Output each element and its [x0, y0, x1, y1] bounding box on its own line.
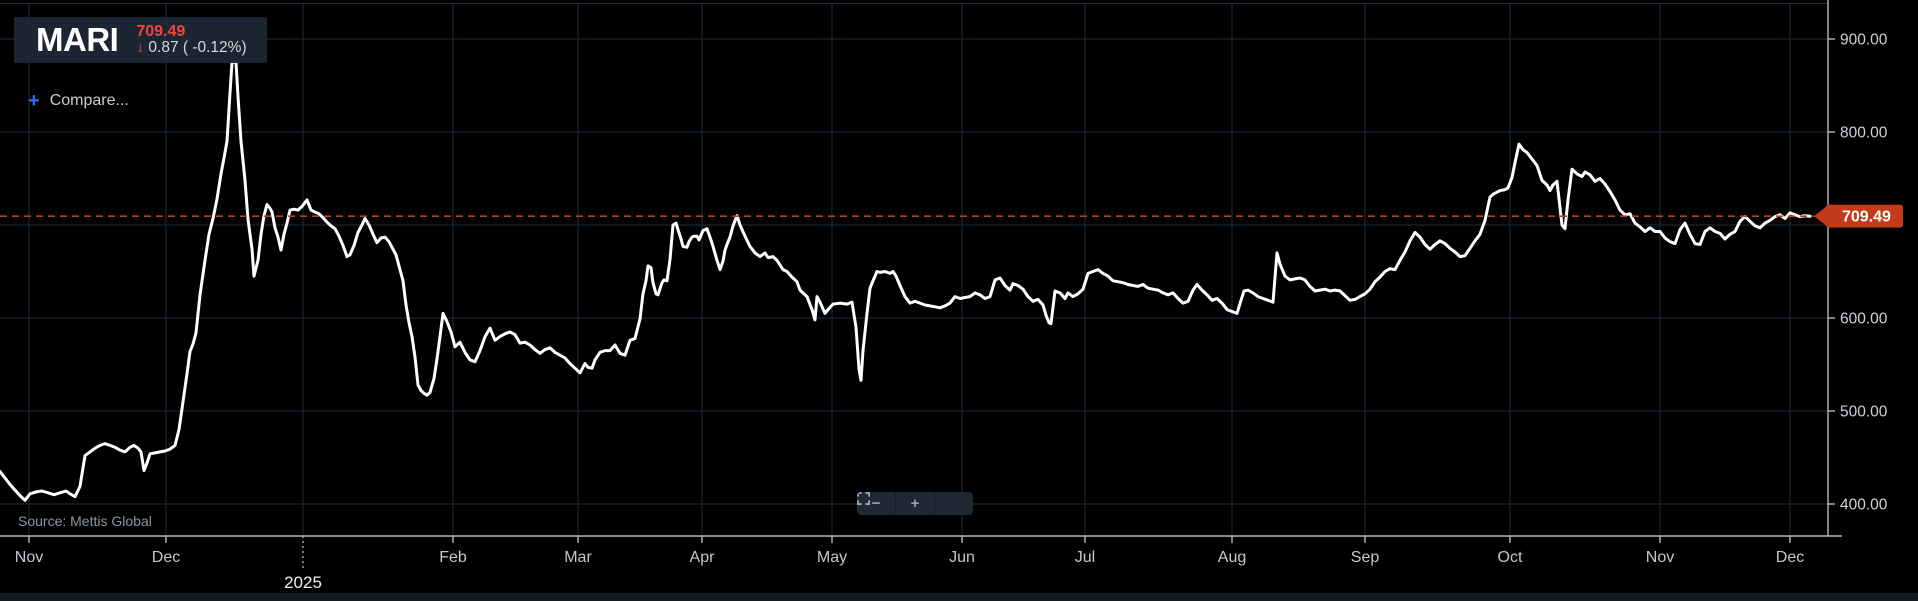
fullscreen-icon [857, 492, 870, 505]
x-axis-label: Nov [15, 549, 43, 566]
x-axis-label: Dec [152, 549, 180, 566]
ticker-change-text: 0.87 ( -0.12%) [148, 39, 247, 56]
zoom-out-button[interactable]: − [857, 492, 896, 515]
x-axis-label: Dec [1776, 549, 1804, 566]
down-arrow-icon: ↓ [136, 39, 145, 56]
ticker-quote: 709.49 ↓ 0.87 ( -0.12%) [136, 24, 246, 56]
x-axis-label: Mar [564, 549, 592, 566]
zoom-in-button[interactable]: + [896, 492, 935, 515]
ticker-change: ↓ 0.87 ( -0.12%) [136, 40, 246, 56]
source-label: Source: Mettis Global [18, 513, 152, 529]
gridlines [0, 3, 1828, 536]
zoom-toolbar: − + [857, 492, 973, 515]
x-axis-label: Jul [1075, 549, 1095, 566]
y-axis-label: 500.00 [1840, 404, 1888, 421]
y-axis-label: 800.00 [1840, 125, 1888, 142]
y-axis-label: 900.00 [1840, 32, 1888, 49]
price-line-group [0, 60, 1812, 502]
plus-icon: + [28, 90, 40, 112]
axes [0, 0, 1842, 537]
last-price-badge-arrow [1814, 205, 1828, 228]
x-axis-label: Apr [690, 549, 716, 566]
x-axis-labels: Nov Dec 2025 Feb Mar Apr May Jun Jul Aug Sep Oct Nov… [15, 536, 1804, 592]
y-axis-labels: 400.00 500.00 600.00 800.00 900.00 [1828, 32, 1888, 514]
ticker-price: 709.49 [136, 23, 186, 40]
x-axis-label: Aug [1218, 549, 1246, 566]
fullscreen-button[interactable] [857, 492, 973, 515]
last-price-group: 709.49 [0, 204, 1903, 228]
compare-label: Compare... [49, 92, 129, 109]
x-axis-label: Nov [1646, 549, 1674, 566]
y-axis-label: 600.00 [1840, 311, 1888, 328]
year-label: 2025 [284, 573, 322, 592]
x-axis-label: Oct [1498, 549, 1523, 566]
last-price-badge-value: 709.49 [1842, 209, 1891, 226]
bottom-strip [0, 593, 1918, 601]
last-price-badge [1826, 204, 1903, 228]
x-axis-label: Feb [439, 549, 467, 566]
price-line [0, 60, 1812, 502]
ticker-badge: MARI 709.49 ↓ 0.87 ( -0.12%) [14, 17, 267, 63]
x-axis-label: Sep [1351, 549, 1380, 566]
x-axis-label: Jun [949, 549, 975, 566]
x-axis-label: May [817, 549, 847, 566]
ticker-symbol: MARI [36, 21, 119, 58]
compare-button[interactable]: + Compare... [28, 90, 129, 112]
y-axis-label: 400.00 [1840, 497, 1888, 514]
